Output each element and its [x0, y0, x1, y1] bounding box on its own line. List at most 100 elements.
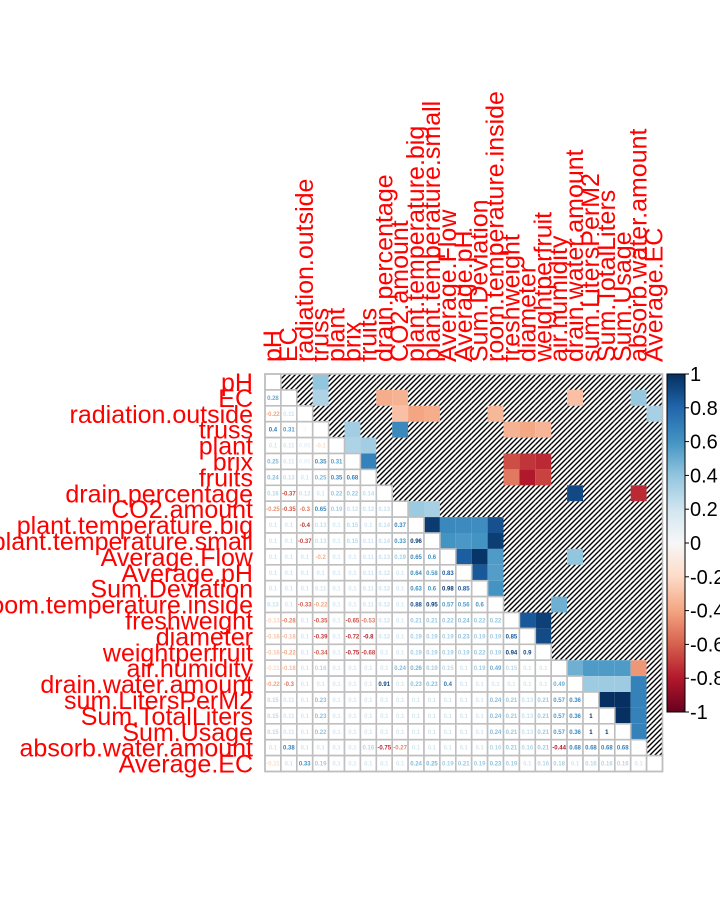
upper-cell-plant.temperature.small-sum.LitersPerM2 [583, 533, 599, 549]
coefficient-label: 0.21 [537, 698, 549, 704]
upper-cell-fruits-Sum.TotalLiters [598, 469, 615, 486]
upper-cell-radiation.outside-Sum.Usage [614, 405, 631, 422]
upper-cell-plant.temperature.small-weightperfruit [535, 533, 552, 549]
upper-cell-CO2.amount-plant.temperature.big [408, 501, 424, 518]
upper-cell-EC-truss [312, 389, 329, 406]
column-label-Sum.Usage: Sum.Usage [609, 231, 637, 362]
coefficient-label: -0.35 [282, 507, 296, 513]
upper-triangle-cells [280, 374, 663, 756]
upper-cell-plant-weightperfruit [535, 437, 552, 454]
upper-cell-freshweight-Average.EC [646, 612, 663, 629]
coefficient-label: 0.18 [553, 762, 565, 768]
upper-cell-fruits-Sum.Usage [614, 469, 631, 486]
coefficient-label: 0.21 [537, 746, 549, 752]
coefficient-label: 0.21 [458, 762, 470, 768]
coefficient-label: 1 [589, 730, 593, 736]
coefficient-label: 0.12 [347, 507, 359, 513]
upper-cell-truss-plant [328, 421, 345, 438]
upper-cell-Average.pH-absorb.water.amount [630, 564, 647, 581]
upper-cell-plant-absorb.water.amount [630, 437, 647, 454]
upper-cell-pH-EC [280, 374, 297, 390]
coefficient-label: 0.1 [301, 587, 310, 593]
upper-cell-Sum.Deviation-sum.LitersPerM2 [583, 580, 599, 597]
coefficient-label: 0.1 [348, 762, 357, 768]
coefficient-label: 0.1 [301, 698, 310, 704]
upper-cell-drain.percentage-diameter [519, 485, 536, 502]
column-label-weightperfruit: weightperfruit [529, 212, 557, 363]
upper-cell-EC-weightperfruit [535, 389, 552, 406]
upper-cell-pH-CO2.amount [392, 374, 409, 390]
row-label-absorb.water.amount: absorb.water.amount [20, 735, 254, 763]
coefficient-label: 0.22 [331, 491, 343, 497]
upper-cell-plant-diameter [519, 437, 536, 454]
upper-cell-plant-plant.temperature.big [408, 437, 424, 454]
coefficient-label: 0.68 [601, 746, 613, 752]
upper-cell-drain.percentage-plant.temperature.big [408, 485, 424, 502]
upper-cell-plant.temperature.big-Sum.Deviation [471, 517, 488, 533]
upper-cell-plant.temperature.big-sum.LitersPerM2 [583, 517, 599, 533]
coefficient-label: 0.88 [410, 603, 422, 609]
coefficient-label: 0.1 [460, 730, 469, 736]
upper-cell-plant-Sum.Usage [614, 437, 631, 454]
coefficient-label: -0.53 [362, 618, 376, 624]
upper-cell-fruits-weightperfruit [535, 469, 552, 486]
coefficient-label: 0.1 [475, 698, 484, 704]
coefficient-label: 0.6 [428, 555, 437, 561]
legend-tick-label: 0 [690, 533, 701, 555]
row-label-drain.water.amount: drain.water.amount [40, 671, 253, 699]
upper-cell-pH-Average.pH [455, 374, 472, 390]
upper-cell-brix-air.humidity [551, 453, 568, 470]
coefficient-label: 0.12 [378, 587, 390, 593]
upper-cell-radiation.outside-Average.pH [455, 405, 472, 422]
upper-cell-room.temperature.inside-diameter [519, 596, 536, 613]
upper-cell-weightperfruit-Sum.TotalLiters [598, 644, 615, 661]
upper-cell-plant-Average.EC [646, 437, 663, 454]
row-labels: pHECradiation.outsidetrussplantbrixfruit… [0, 369, 254, 779]
coefficient-label: 0.11 [283, 459, 295, 465]
column-label-room.temperature.inside: room.temperature.inside [482, 91, 510, 362]
upper-cell-Average.pH-freshweight [503, 564, 520, 581]
coefficient-label: 0.33 [299, 762, 311, 768]
column-label-truss: truss [307, 308, 335, 362]
upper-cell-fruits-drain.water.amount [567, 469, 583, 486]
upper-cell-EC-diameter [519, 389, 536, 406]
upper-cell-Sum.Deviation-diameter [519, 580, 536, 597]
upper-cell-pH-diameter [519, 374, 536, 390]
coefficient-label: -0.2 [315, 555, 326, 561]
upper-cell-pH-sum.LitersPerM2 [583, 374, 599, 390]
coefficient-label: 0.13 [522, 714, 534, 720]
upper-cell-freshweight-air.humidity [551, 612, 568, 629]
upper-cell-air.humidity-Sum.Usage [614, 660, 631, 677]
coefficient-label: 0.1 [348, 714, 357, 720]
upper-cell-brix-absorb.water.amount [630, 453, 647, 470]
coefficient-label: 0.13 [315, 539, 327, 545]
upper-cell-brix-fruits [360, 453, 377, 470]
upper-cell-drain.water.amount-Average.EC [646, 676, 663, 692]
upper-cell-drain.percentage-sum.LitersPerM2 [583, 485, 599, 502]
column-label-Average.pH: Average.pH [450, 230, 478, 362]
legend-tick-label: 0.8 [690, 398, 718, 420]
upper-cell-plant.temperature.small-Sum.Deviation [471, 533, 488, 549]
upper-cell-plant.temperature.big-Average.Flow [439, 517, 456, 533]
upper-cell-plant.temperature.small-absorb.water.amount [630, 533, 647, 549]
row-label-Sum.Deviation: Sum.Deviation [90, 576, 253, 604]
upper-cell-Average.Flow-Average.pH [455, 548, 472, 565]
coefficient-label: 0.19 [474, 762, 486, 768]
upper-cell-Sum.Usage-Average.EC [646, 723, 663, 740]
legend-ticks: 1 0.8 0.6 0.4 0.2 0 -0.2 -0.4 -0.6 -0.8 -1 [685, 364, 720, 724]
upper-cell-CO2.amount-Sum.Deviation [471, 501, 488, 518]
coefficient-label: -0.4 [300, 523, 311, 529]
coefficient-label: -0.27 [393, 746, 407, 752]
coefficient-label: 0.1 [301, 666, 310, 672]
column-label-brix: brix [338, 321, 366, 362]
lower-cell [534, 643, 552, 661]
lower-cell [645, 754, 664, 773]
column-label-plant.temperature.big: plant.temperature.big [402, 126, 430, 362]
coefficient-label: 0.1 [332, 618, 341, 624]
upper-cell-CO2.amount-Average.Flow [439, 501, 456, 518]
lower-cell [502, 611, 521, 630]
coefficient-label: 0.1 [316, 682, 325, 688]
lower-cell [486, 595, 505, 614]
coefficient-label: 0.12 [378, 634, 390, 640]
coefficient-label: 0.11 [363, 603, 375, 609]
